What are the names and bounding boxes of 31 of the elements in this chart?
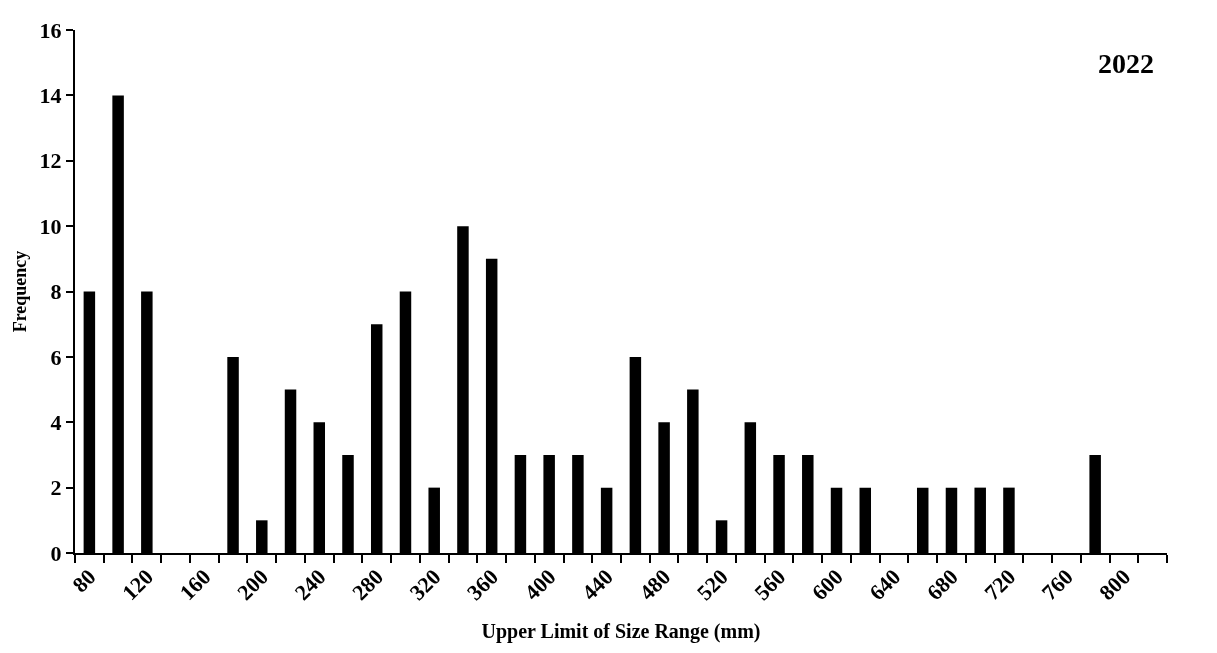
y-tick-label: 10 — [39, 213, 62, 239]
y-axis-title: Frequency — [10, 250, 31, 333]
x-tick-label: 160 — [174, 564, 216, 606]
x-tick-label: 200 — [232, 564, 274, 606]
x-tick-label: 520 — [691, 564, 733, 606]
x-tick-label: 400 — [519, 564, 561, 606]
x-tick-label: 560 — [749, 564, 791, 606]
x-tick-label: 80 — [67, 564, 101, 598]
y-tick-label: 8 — [50, 279, 62, 305]
x-tick-label: 440 — [576, 564, 618, 606]
x-tick-label: 360 — [461, 564, 503, 606]
x-tick-label: 760 — [1036, 564, 1078, 606]
text: 2022 — [1098, 48, 1154, 79]
x-tick-label: 480 — [634, 564, 676, 606]
x-tick-label: 280 — [347, 564, 389, 606]
x-tick-label: 120 — [117, 564, 159, 606]
y-tick-label: 12 — [39, 148, 62, 174]
y-tick-label: 14 — [39, 83, 62, 109]
x-tick-label: 680 — [921, 564, 963, 606]
y-tick-label: 0 — [50, 540, 62, 566]
x-axis-title: Upper Limit of Size Range (mm) — [481, 620, 761, 644]
y-tick-label: 6 — [50, 344, 62, 370]
y-tick-label: 2 — [50, 475, 62, 501]
x-tick-label: 720 — [979, 564, 1021, 606]
x-tick-label: 320 — [404, 564, 446, 606]
y-tick-label: 16 — [39, 17, 62, 43]
x-tick-label: 600 — [806, 564, 848, 606]
y-tick-label: 4 — [50, 409, 62, 435]
x-tick-label: 800 — [1094, 564, 1136, 606]
x-tick-label: 240 — [289, 564, 331, 606]
x-tick-label: 640 — [864, 564, 906, 606]
